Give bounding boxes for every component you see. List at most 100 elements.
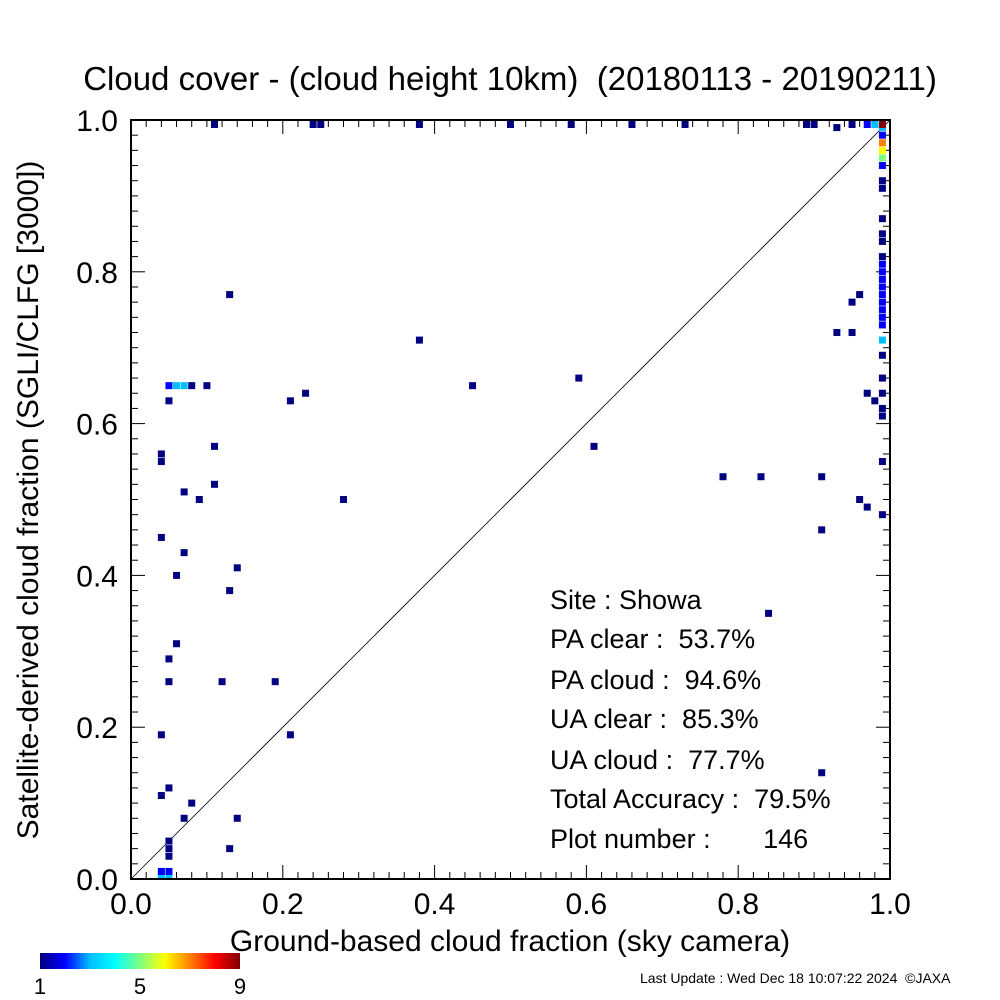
data-point (210, 442, 218, 450)
stats-pa-clear: PA clear : 53.7% (550, 624, 755, 654)
data-point (878, 313, 886, 321)
data-point (165, 837, 173, 845)
data-point (878, 139, 886, 147)
x-tick-label: 1.0 (869, 888, 911, 921)
data-point (271, 678, 279, 686)
y-tick-label: 0.2 (76, 712, 118, 745)
data-point (878, 146, 886, 154)
data-point (226, 291, 234, 299)
y-axis-label: Satellite-derived cloud fraction (SGLI/C… (12, 161, 45, 840)
data-point (878, 404, 886, 412)
data-point (719, 473, 727, 481)
stats-box: Site : Showa PA clear : 53.7% PA cloud :… (550, 585, 831, 854)
data-point (878, 260, 886, 268)
data-point (210, 121, 218, 128)
data-point (173, 382, 181, 390)
data-point (317, 121, 325, 128)
data-point (286, 397, 294, 405)
data-point (309, 121, 317, 128)
y-tick-label: 0.0 (76, 864, 118, 897)
data-point (173, 640, 181, 648)
stats-site: Site : Showa (550, 585, 703, 615)
plot-area (130, 119, 891, 880)
data-point (863, 503, 871, 511)
colorbar: 1 5 9 (34, 953, 246, 999)
data-point (818, 473, 826, 481)
data-point (226, 845, 234, 853)
data-point (878, 412, 886, 420)
x-tick-label: 0.8 (717, 888, 759, 921)
data-point (302, 389, 310, 397)
data-points (157, 121, 886, 878)
data-point (878, 283, 886, 291)
stats-pa-cloud: PA cloud : 94.6% (550, 665, 761, 695)
data-point (681, 121, 689, 128)
data-point (157, 450, 165, 458)
stats-plot-number: Plot number : 146 (550, 824, 808, 854)
data-point (210, 480, 218, 488)
colorbar-labels: 1 5 9 (34, 974, 246, 999)
data-point (878, 253, 886, 261)
data-point (165, 655, 173, 663)
data-point (173, 571, 181, 579)
x-tick-label: 0.0 (110, 888, 152, 921)
data-point (878, 162, 886, 170)
data-point (848, 298, 856, 306)
data-point (878, 374, 886, 382)
x-tick-label: 0.4 (414, 888, 456, 921)
data-point (469, 382, 477, 390)
data-point (165, 678, 173, 686)
stats-total-accuracy: Total Accuracy : 79.5% (550, 784, 831, 814)
data-point (507, 121, 514, 128)
data-point (878, 177, 886, 185)
stats-ua-cloud: UA cloud : 77.7% (550, 745, 765, 775)
stats-ua-clear: UA clear : 85.3% (550, 704, 759, 734)
data-point (765, 609, 773, 617)
data-point (415, 121, 423, 128)
data-point (878, 268, 886, 276)
data-point (878, 458, 886, 466)
data-point (878, 184, 886, 192)
chart-title: Cloud cover - (cloud height 10km) (20180… (83, 60, 937, 97)
data-point (575, 374, 583, 382)
last-update-footer: Last Update : Wed Dec 18 10:07:22 2024 ©… (640, 970, 951, 986)
data-point (871, 121, 879, 128)
data-point (878, 306, 886, 314)
data-point (157, 458, 165, 466)
data-point (233, 814, 241, 822)
data-point (157, 731, 165, 739)
data-point (180, 549, 188, 557)
data-point (878, 389, 886, 397)
data-point (878, 511, 886, 519)
data-point (203, 382, 211, 390)
data-point (188, 799, 196, 807)
data-point (878, 230, 886, 238)
y-tick-label: 0.4 (76, 560, 118, 593)
data-point (878, 351, 886, 359)
x-axis-label: Ground-based cloud fraction (sky camera) (230, 925, 790, 958)
data-point (226, 587, 234, 595)
data-point (818, 769, 826, 777)
y-tick-label: 1.0 (76, 105, 118, 138)
data-point (878, 321, 886, 329)
data-point (833, 124, 841, 132)
data-point (218, 678, 226, 686)
data-point (878, 121, 886, 128)
data-point (165, 382, 173, 390)
data-point (157, 533, 165, 541)
data-point (286, 731, 294, 739)
y-tick-labels: 0.0 0.2 0.4 0.6 0.8 1.0 (76, 105, 118, 897)
data-point (180, 382, 188, 390)
data-point (340, 496, 348, 503)
data-point (856, 291, 864, 299)
data-point (833, 329, 841, 337)
data-point (757, 473, 765, 481)
colorbar-tick-label: 5 (134, 974, 146, 999)
data-point (878, 336, 886, 344)
data-point (415, 336, 423, 344)
data-point (878, 298, 886, 306)
data-point (871, 397, 879, 405)
data-point (233, 564, 241, 572)
data-point (157, 792, 165, 800)
